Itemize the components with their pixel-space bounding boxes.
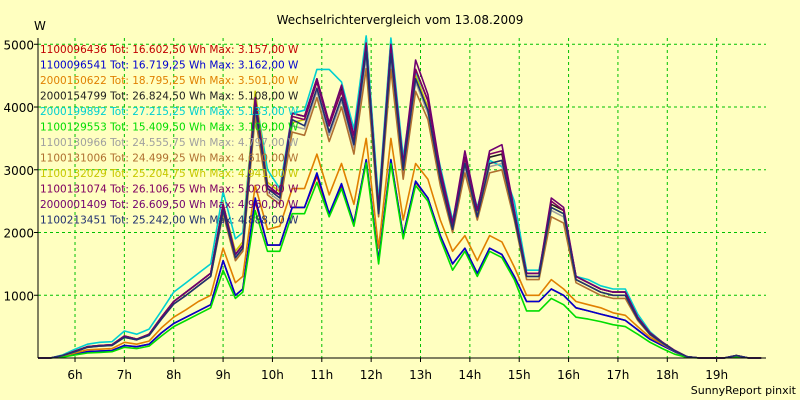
x-tick-label-14h: 14h bbox=[458, 368, 481, 382]
x-tick-label-15h: 15h bbox=[508, 368, 531, 382]
legend-entry-2000001409: 2000001409 Tot: 26.609,50 Wh Max: 4.960,… bbox=[40, 199, 299, 211]
y-tick-label-4000: 4000 bbox=[3, 101, 34, 115]
y-tick-label-5000: 5000 bbox=[3, 38, 34, 52]
legend-entry-2000199892: 2000199892 Tot: 27.215,25 Wh Max: 5.133,… bbox=[40, 106, 299, 118]
legend-entry-2000150622: 2000150622 Tot: 18.795,25 Wh Max: 3.501,… bbox=[40, 75, 299, 87]
x-tick-label-11h: 11h bbox=[310, 368, 333, 382]
x-axis-ticks: 6h 7h 8h 9h 10h 11h 12h 13h 14h 15h 16h 17h 18h 19h bbox=[67, 358, 728, 382]
legend-entry-1100096541: 1100096541 Tot: 16.719,25 Wh Max: 3.162,… bbox=[40, 60, 299, 72]
x-tick-label-12h: 12h bbox=[360, 368, 383, 382]
y-tick-label-2000: 2000 bbox=[3, 227, 34, 241]
series-lines bbox=[38, 35, 762, 359]
x-tick-label-13h: 13h bbox=[409, 368, 432, 382]
chart-title: Wechselrichtervergleich vom 13.08.2009 bbox=[277, 13, 524, 27]
legend-entry-1100129553: 1100129553 Tot: 15.409,50 Wh Max: 3.109,… bbox=[40, 122, 299, 134]
legend-entry-2000154799: 2000154799 Tot: 26.824,50 Wh Max: 5.108,… bbox=[40, 91, 299, 103]
legend-entry-1100132029: 1100132029 Tot: 25.204,75 Wh Max: 4.941,… bbox=[40, 168, 299, 180]
series-line-2000150622 bbox=[38, 137, 762, 359]
y-axis-ticks: 1000 2000 3000 4000 5000 bbox=[3, 38, 38, 303]
x-tick-label-16h: 16h bbox=[557, 368, 580, 382]
x-tick-label-9h: 9h bbox=[215, 368, 230, 382]
x-tick-label-10h: 10h bbox=[261, 368, 284, 382]
grid-lines bbox=[38, 38, 766, 358]
legend: 1100096436 Tot: 16.602,50 Wh Max: 3.157,… bbox=[40, 44, 299, 227]
series-line-1100213451 bbox=[38, 50, 762, 359]
x-tick-label-7h: 7h bbox=[117, 368, 132, 382]
footer-credit: SunnyReport pinxit bbox=[691, 384, 797, 397]
series-line-2000001409 bbox=[38, 43, 762, 359]
x-tick-label-6h: 6h bbox=[67, 368, 82, 382]
legend-entry-1100096436: 1100096436 Tot: 16.602,50 Wh Max: 3.157,… bbox=[40, 44, 299, 56]
y-tick-label-3000: 3000 bbox=[3, 164, 34, 178]
y-tick-label-1000: 1000 bbox=[3, 289, 34, 303]
x-tick-label-8h: 8h bbox=[166, 368, 181, 382]
x-tick-label-18h: 18h bbox=[656, 368, 679, 382]
legend-entry-1100130966: 1100130966 Tot: 24.555,75 Wh Max: 4.797,… bbox=[40, 137, 299, 149]
legend-entry-1100131074: 1100131074 Tot: 26.106,75 Wh Max: 5.020,… bbox=[40, 184, 299, 196]
legend-entry-1100213451: 1100213451 Tot: 25.242,00 Wh Max: 4.888,… bbox=[40, 215, 299, 227]
x-tick-label-17h: 17h bbox=[606, 368, 629, 382]
y-axis-label: W bbox=[34, 19, 46, 33]
x-tick-label-19h: 19h bbox=[705, 368, 728, 382]
legend-entry-1100131006: 1100131006 Tot: 24.499,25 Wh Max: 4.610,… bbox=[40, 153, 299, 165]
series-line-1100129553 bbox=[38, 162, 762, 359]
